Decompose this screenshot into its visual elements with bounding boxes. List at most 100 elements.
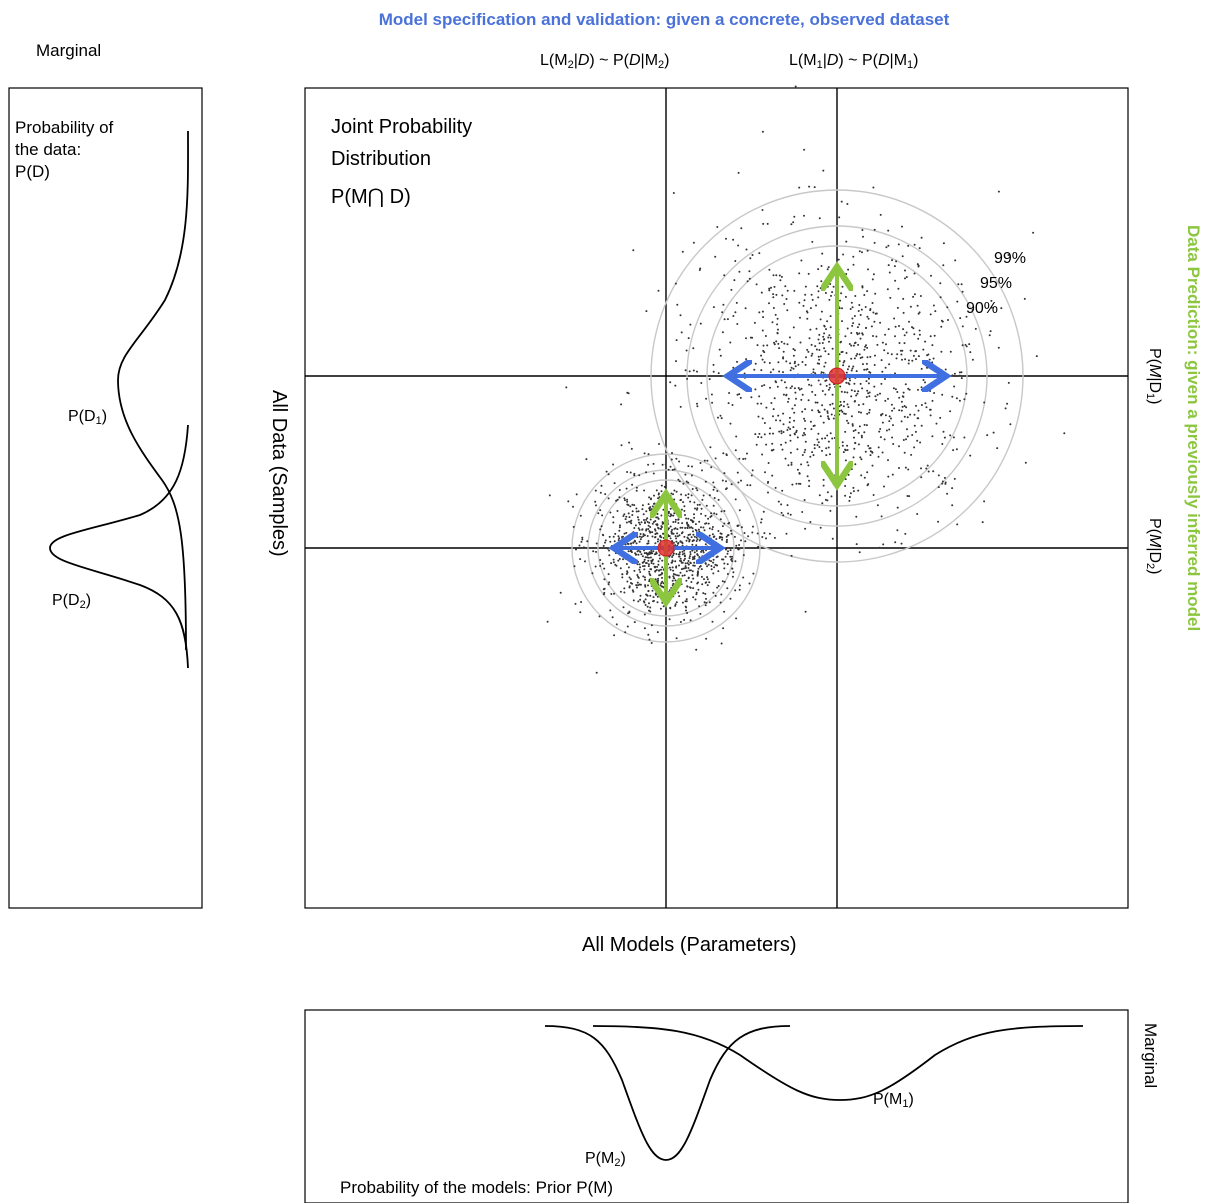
sample-point: [870, 325, 873, 328]
sample-point: [701, 469, 703, 472]
sample-point: [771, 321, 774, 324]
sample-point: [636, 536, 639, 539]
sample-point: [774, 313, 777, 316]
sample-point: [725, 454, 728, 457]
sample-point: [891, 259, 893, 262]
sample-point: [711, 526, 714, 528]
sample-point: [678, 551, 681, 554]
sample-point: [636, 574, 639, 576]
sample-point: [784, 285, 787, 288]
sample-point: [827, 440, 830, 443]
sample-point: [762, 222, 765, 225]
sample-point: [769, 386, 771, 389]
sample-point: [892, 424, 894, 427]
sample-point: [710, 512, 713, 515]
sample-point: [806, 317, 809, 320]
sample-point: [822, 338, 825, 341]
sample-point: [806, 475, 809, 478]
sample-point: [602, 544, 605, 547]
sample-point: [863, 431, 866, 434]
sample-point: [646, 517, 649, 520]
sample-point: [821, 404, 824, 407]
sample-point: [786, 343, 789, 346]
sample-point: [850, 369, 853, 372]
sample-point: [705, 637, 708, 640]
sample-point: [812, 368, 815, 371]
sample-point: [594, 565, 597, 568]
sample-point: [647, 552, 650, 555]
sample-point: [817, 379, 820, 382]
sample-point: [694, 598, 697, 601]
sample-point: [689, 500, 692, 503]
sample-point: [918, 333, 921, 336]
sample-point: [689, 551, 692, 553]
sample-point: [633, 527, 636, 529]
sample-point: [734, 589, 737, 592]
sample-point: [632, 249, 635, 252]
sample-point: [652, 462, 655, 465]
sample-point: [897, 243, 900, 246]
sample-point: [672, 575, 675, 578]
sample-point: [687, 496, 690, 499]
sample-point: [846, 419, 848, 422]
sample-point: [610, 545, 613, 547]
sample-point: [773, 536, 776, 539]
sample-point: [676, 574, 679, 577]
sample-point: [920, 467, 922, 470]
sample-point: [840, 200, 843, 203]
sample-point: [857, 390, 860, 393]
sample-point: [693, 561, 696, 564]
sample-point: [635, 584, 638, 587]
sample-point: [996, 447, 999, 450]
sample-point: [1000, 307, 1003, 310]
sample-point: [658, 587, 661, 590]
sample-point: [683, 535, 686, 538]
sample-point: [845, 352, 848, 354]
sample-point: [929, 408, 931, 411]
sample-point: [764, 335, 767, 337]
sample-point: [811, 390, 814, 393]
sample-point: [721, 525, 724, 528]
sample-point: [908, 495, 911, 498]
sample-point: [687, 537, 690, 540]
sample-point: [873, 228, 876, 231]
sample-point: [858, 551, 861, 554]
sample-point: [631, 503, 634, 506]
sample-point: [776, 317, 779, 320]
sample-point: [648, 570, 651, 573]
sample-point: [912, 354, 915, 357]
sample-point: [684, 562, 687, 565]
sample-point: [875, 312, 878, 315]
sample-point: [758, 252, 761, 255]
p-m-given-d2-label: P(M|D2): [1144, 518, 1163, 575]
sample-point: [798, 186, 801, 189]
sample-point: [830, 413, 833, 416]
sample-point: [661, 502, 664, 505]
sample-point: [669, 507, 672, 510]
sample-point: [675, 490, 678, 493]
left-marginal-label: Marginal: [36, 41, 102, 60]
sample-point: [684, 590, 687, 593]
sample-point: [844, 478, 847, 481]
sample-point: [879, 321, 882, 324]
sample-point: [922, 379, 925, 381]
sample-point: [584, 560, 586, 563]
sample-point: [927, 470, 930, 473]
sample-point: [761, 329, 764, 332]
sample-point: [693, 501, 696, 504]
sample-point: [810, 354, 813, 357]
sample-point: [1063, 432, 1066, 435]
sample-point: [643, 613, 646, 616]
left-panel-title-2: the data:: [15, 140, 82, 159]
sample-point: [795, 431, 798, 434]
sample-point: [727, 550, 729, 553]
sample-point: [914, 430, 917, 433]
sample-point: [682, 482, 685, 485]
sample-point: [766, 481, 769, 484]
sample-point: [662, 605, 665, 608]
sample-point: [884, 378, 886, 380]
sample-point: [744, 457, 747, 460]
sample-point: [642, 533, 645, 536]
sample-point: [793, 215, 796, 218]
sample-point: [846, 368, 849, 371]
